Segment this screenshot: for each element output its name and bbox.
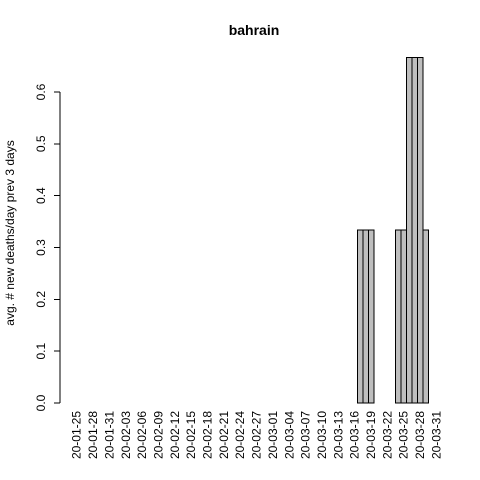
y-axis: 0.0 0.1 0.2 0.3 0.4 0.5 0.6: [34, 83, 61, 411]
bar-20-03-24: [395, 229, 402, 404]
x-tick-label-3: 20-02-03: [119, 411, 133, 459]
y-tick-label-4: 0.4: [34, 187, 48, 204]
x-tick-label-18: 20-03-19: [364, 411, 378, 459]
x-tick-label-5: 20-02-09: [151, 411, 165, 459]
chart-title: bahrain: [229, 22, 280, 38]
x-tick-label-15: 20-03-10: [315, 411, 329, 459]
x-tick-label-12: 20-03-01: [266, 411, 280, 459]
y-axis-label: avg. # new deaths/day prev 3 days: [3, 140, 17, 325]
x-tick-label-6: 20-02-12: [168, 411, 182, 459]
x-tick-label-1: 20-01-28: [86, 411, 100, 459]
y-tick-label-6: 0.6: [34, 83, 48, 100]
bar-20-03-18: [362, 229, 369, 404]
x-tick-label-16: 20-03-13: [331, 411, 345, 459]
x-tick-label-10: 20-02-24: [233, 411, 247, 459]
x-tick-label-9: 20-02-21: [217, 411, 231, 459]
bar-20-03-29: [422, 229, 429, 404]
y-tick-label-3: 0.3: [34, 239, 48, 256]
bars-group: [356, 56, 429, 404]
y-tick-label-5: 0.5: [34, 135, 48, 152]
y-tick-label-0: 0.0: [34, 394, 48, 411]
x-tick-label-8: 20-02-18: [201, 411, 215, 459]
x-tick-label-7: 20-02-15: [184, 411, 198, 459]
x-tick-label-20: 20-03-25: [397, 411, 411, 459]
x-tick-label-11: 20-02-27: [250, 411, 264, 459]
bar-20-03-25: [400, 229, 407, 404]
y-tick-label-1: 0.1: [34, 343, 48, 360]
bar-20-03-19: [367, 229, 375, 404]
x-tick-label-2: 20-01-31: [102, 411, 116, 459]
bar-20-03-28: [416, 56, 424, 404]
x-tick-label-14: 20-03-07: [299, 411, 313, 459]
x-tick-label-17: 20-03-16: [348, 411, 362, 459]
x-tick-label-22: 20-03-31: [429, 411, 443, 459]
x-tick-label-4: 20-02-06: [135, 411, 149, 459]
bar-20-03-17: [356, 229, 364, 404]
x-tick-label-0: 20-01-25: [70, 411, 84, 459]
y-tick-label-2: 0.2: [34, 291, 48, 308]
x-tick-label-21: 20-03-28: [413, 411, 427, 459]
bar-20-03-27: [411, 56, 418, 404]
bar-20-03-26: [405, 56, 413, 404]
x-tick-label-19: 20-03-22: [380, 411, 394, 459]
x-tick-label-13: 20-03-04: [282, 411, 296, 459]
x-axis: 20-01-25 20-01-28 20-01-31 20-02-03 20-02-06…: [70, 411, 444, 459]
